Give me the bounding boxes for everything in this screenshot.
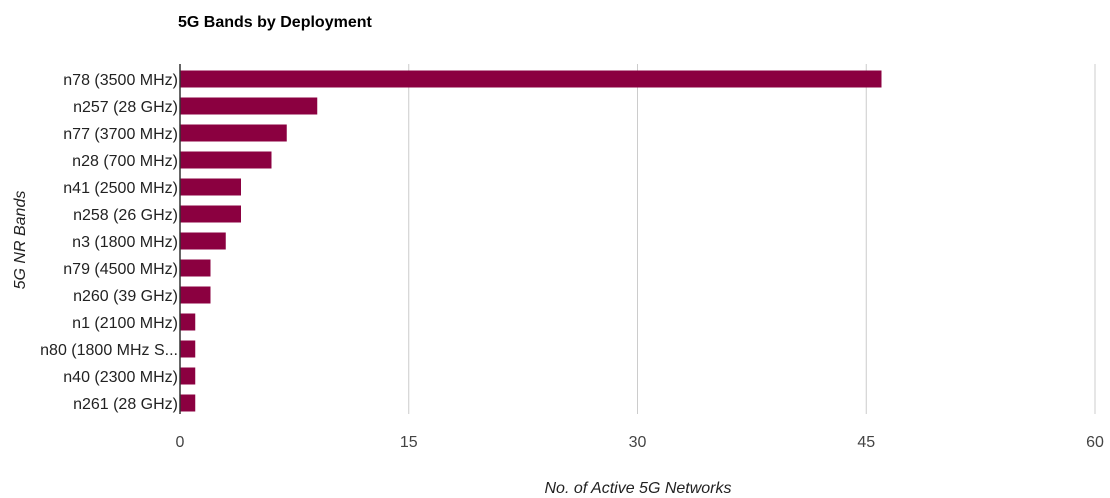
bar[interactable] bbox=[180, 286, 211, 304]
x-tick-labels: 0 15 30 45 60 bbox=[176, 434, 1104, 451]
category-label: n40 (2300 MHz) bbox=[63, 369, 178, 386]
gridlines bbox=[408, 64, 1096, 414]
category-label: n257 (28 GHz) bbox=[73, 99, 178, 116]
bar[interactable] bbox=[180, 70, 882, 88]
category-label: n79 (4500 MHz) bbox=[63, 261, 178, 278]
category-label: n260 (39 GHz) bbox=[73, 288, 178, 305]
category-labels: n78 (3500 MHz) n257 (28 GHz) n77 (3700 MHz… bbox=[40, 72, 178, 413]
bar[interactable] bbox=[180, 394, 196, 412]
x-tick-label: 60 bbox=[1086, 434, 1104, 451]
bar[interactable] bbox=[180, 97, 318, 115]
category-label: n3 (1800 MHz) bbox=[72, 234, 178, 251]
bar[interactable] bbox=[180, 367, 196, 385]
category-label: n78 (3500 MHz) bbox=[63, 72, 178, 89]
y-axis-title: 5G NR Bands bbox=[12, 191, 29, 290]
bar[interactable] bbox=[180, 124, 287, 142]
bar[interactable] bbox=[180, 313, 196, 331]
x-tick-label: 0 bbox=[176, 434, 185, 451]
bar[interactable] bbox=[180, 178, 241, 196]
x-axis-title: No. of Active 5G Networks bbox=[544, 480, 731, 497]
x-tick-label: 15 bbox=[400, 434, 418, 451]
bar[interactable] bbox=[180, 259, 211, 277]
category-label: n1 (2100 MHz) bbox=[72, 315, 178, 332]
x-tick-label: 45 bbox=[857, 434, 875, 451]
category-label: n41 (2500 MHz) bbox=[63, 180, 178, 197]
chart-title: 5G Bands by Deployment bbox=[178, 14, 372, 31]
bar[interactable] bbox=[180, 232, 226, 250]
category-label: n261 (28 GHz) bbox=[73, 396, 178, 413]
category-label: n28 (700 MHz) bbox=[72, 153, 178, 170]
bar[interactable] bbox=[180, 340, 196, 358]
category-label: n80 (1800 MHz S... bbox=[40, 342, 178, 359]
category-label: n77 (3700 MHz) bbox=[63, 126, 178, 143]
x-tick-label: 30 bbox=[629, 434, 647, 451]
category-label: n258 (26 GHz) bbox=[73, 207, 178, 224]
bar[interactable] bbox=[180, 151, 272, 169]
bars bbox=[180, 70, 882, 412]
bar[interactable] bbox=[180, 205, 241, 223]
